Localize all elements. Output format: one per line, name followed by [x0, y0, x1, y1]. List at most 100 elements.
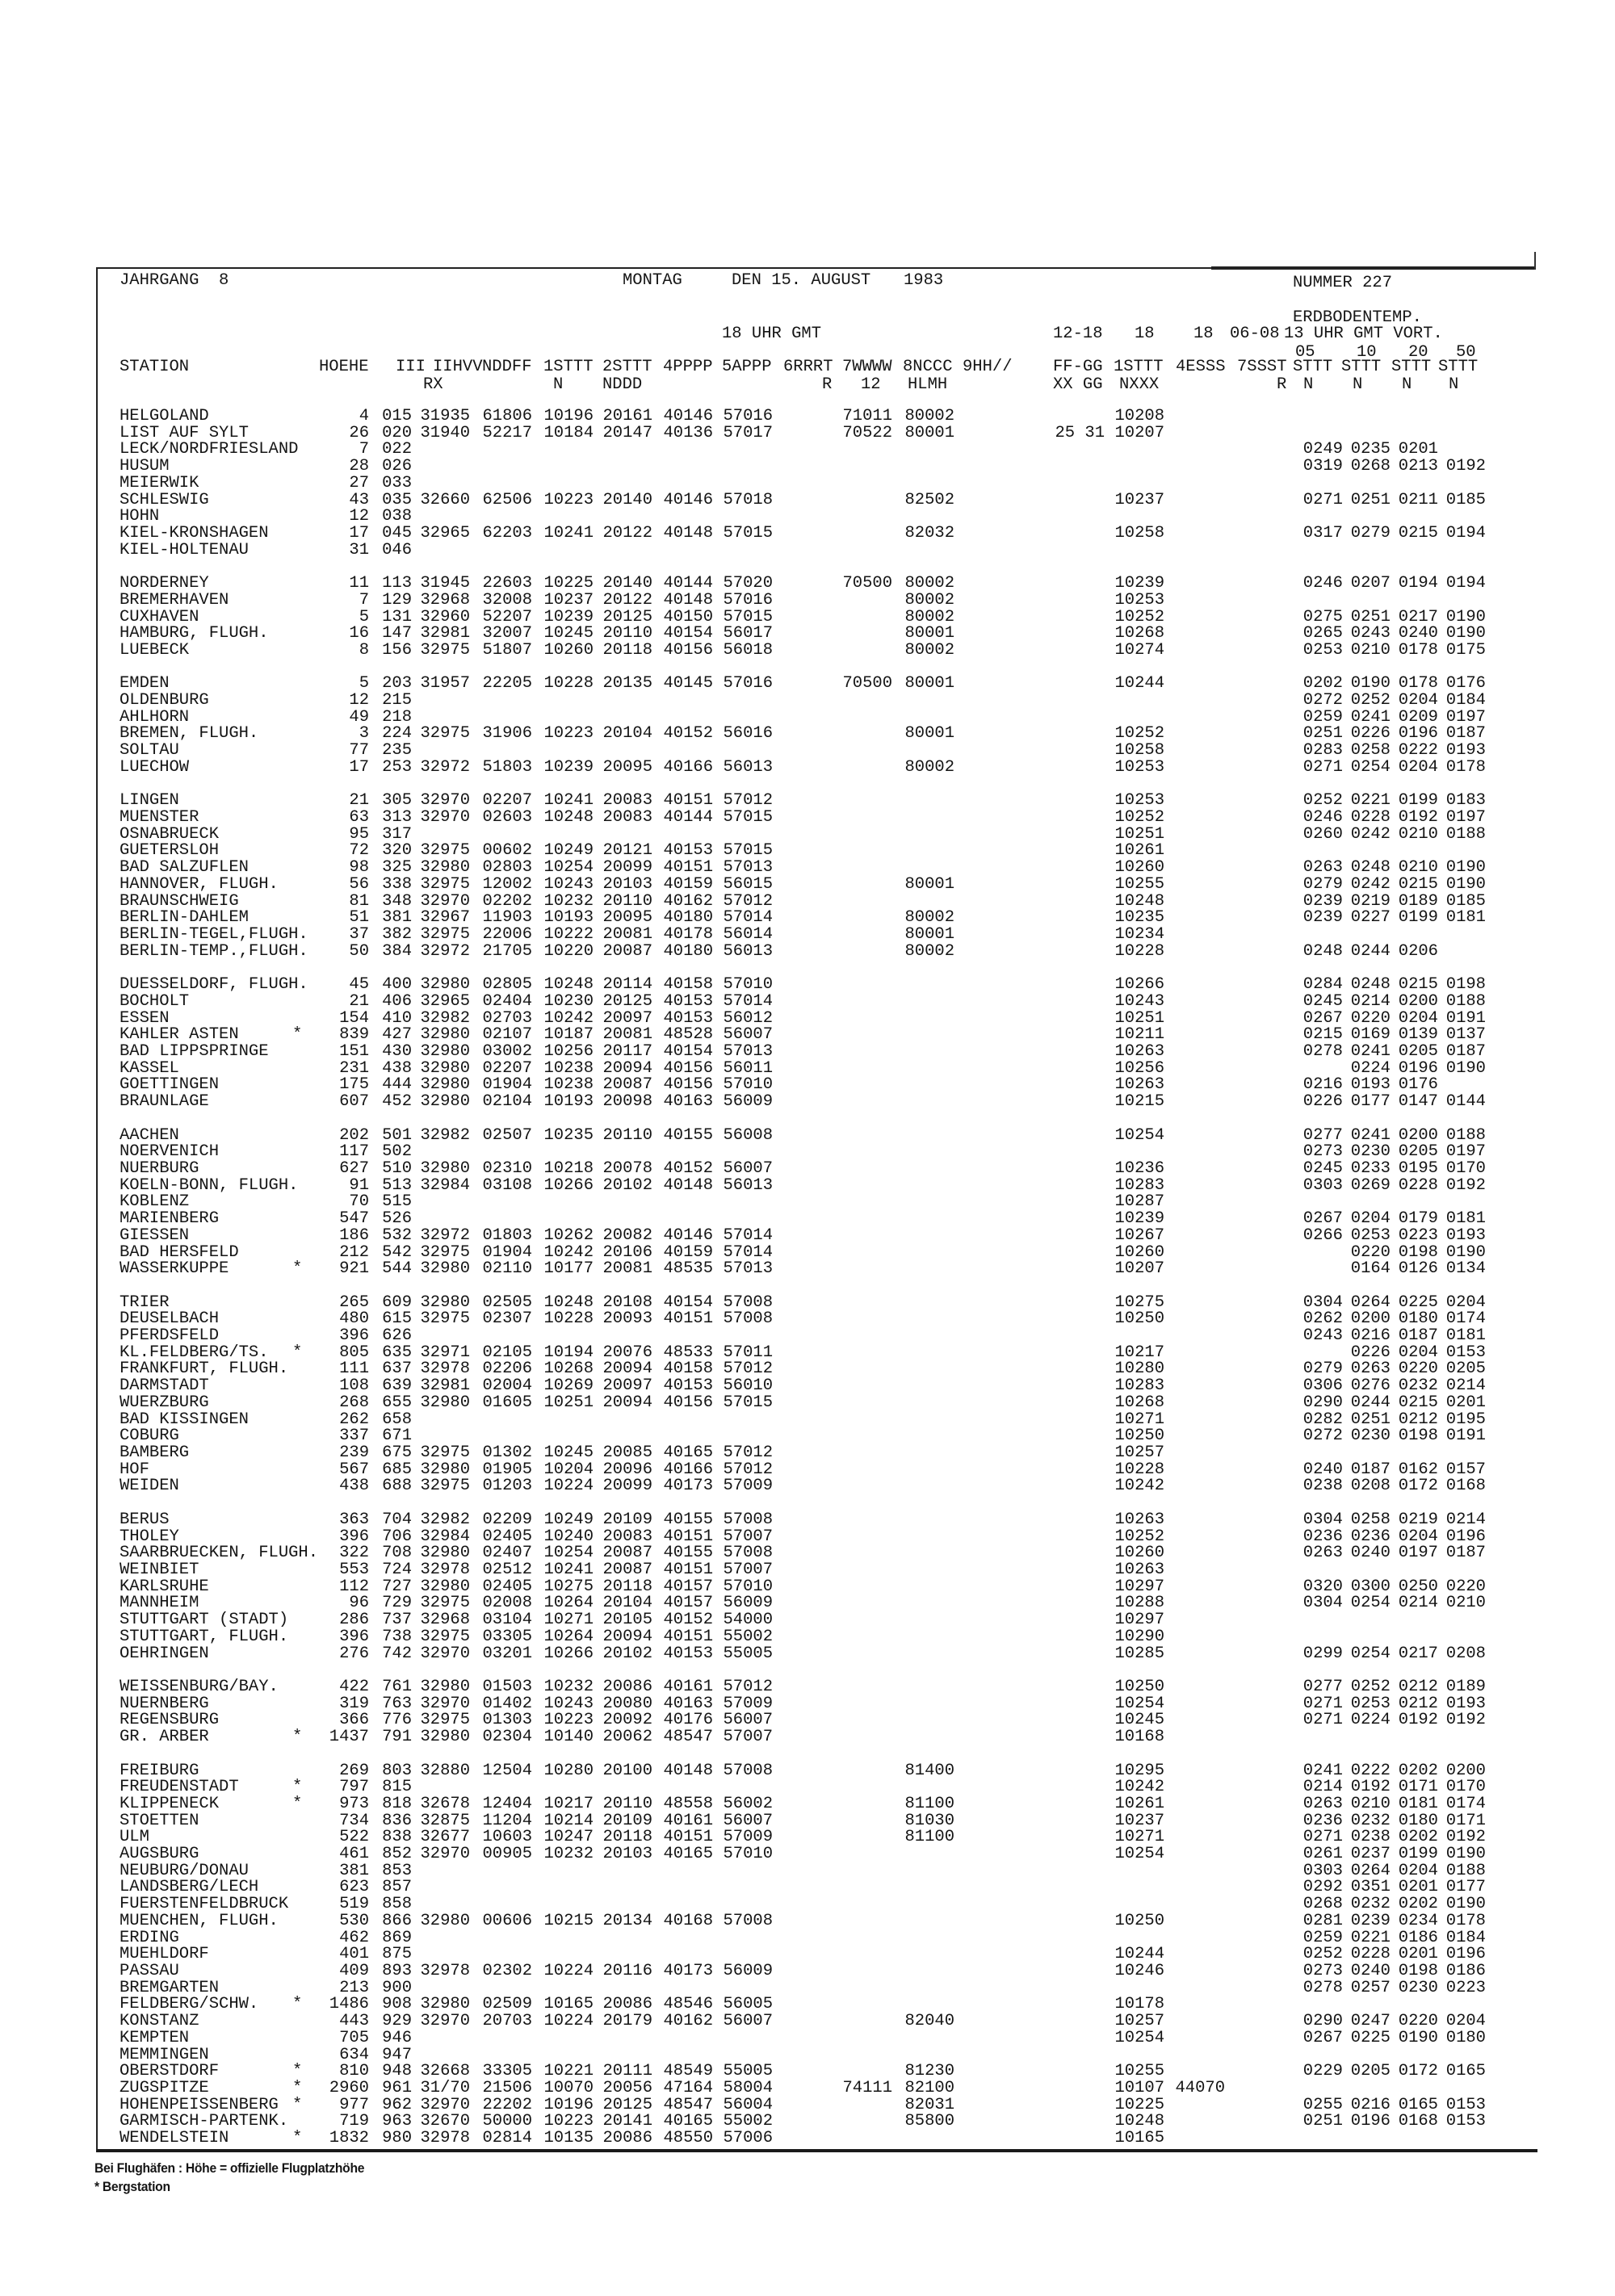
cell-station: MUENCHEN, FLUGH. [120, 1911, 279, 1930]
cell-iii: 338 [382, 874, 412, 894]
cell-iii: 020 [382, 423, 412, 442]
cell-soil-50: 0197 [1445, 707, 1486, 727]
cell-iii: 502 [382, 1142, 412, 1162]
cell-iihvv: 31957 [420, 674, 470, 693]
cell-5appp: 56009 [723, 1092, 773, 1112]
table-row: COBURG 337 671 10250 0272 0230 0198 0191 [0, 1427, 1615, 1444]
cell-8nccc: 80002 [904, 640, 954, 660]
cell-5appp: 57013 [723, 1041, 773, 1061]
cell-iii: 038 [382, 507, 412, 526]
table-row: REGENSBURG 366 776 32975 01303 10223 20092 4017… [0, 1712, 1615, 1728]
cell-soil-05: 0273 [1302, 1142, 1343, 1162]
cell-nddff: 01203 [482, 1477, 532, 1496]
cell-4pppp: 40163 [663, 1092, 713, 1112]
cell-soil-05: 0243 [1302, 1326, 1343, 1346]
cell-soil-20: 0162 [1398, 1460, 1438, 1479]
cell-iihvv: 32978 [420, 1560, 470, 1579]
cell-5appp: 57010 [723, 1075, 773, 1095]
cell-4pppp: 40152 [663, 1611, 713, 1630]
cell-iihvv: 31940 [420, 423, 470, 442]
cell-5appp: 56008 [723, 1125, 773, 1145]
cell-soil-50: 0153 [1445, 2095, 1486, 2114]
cell-soil-10: 0237 [1350, 1845, 1391, 1864]
cell-4pppp: 48547 [663, 2095, 713, 2114]
cell-iii: 438 [382, 1058, 412, 1078]
cell-4pppp: 40168 [663, 1911, 713, 1930]
cell-soil-20: 0199 [1398, 1845, 1438, 1864]
cell-iihvv: 32972 [420, 1226, 470, 1245]
cell-soil-20: 0197 [1398, 1544, 1438, 1563]
cell-1sttt: 10220 [543, 941, 594, 961]
cell-soil-10: 0177 [1350, 1092, 1391, 1112]
cell-station: PASSAU [120, 1962, 179, 1981]
cell-2sttt: 20109 [602, 1811, 652, 1830]
cell-iii: 853 [382, 1861, 412, 1880]
cell-1sttt-18: 10267 [1114, 1226, 1164, 1245]
cell-hoehe: 530 [339, 1911, 369, 1930]
cell-7wwww: 74111 [842, 2079, 892, 2097]
cell-soil-50: 0170 [1445, 1158, 1486, 1178]
soil-depth-50: 50 [1456, 343, 1476, 362]
cell-soil-05: 0236 [1302, 1527, 1343, 1546]
cell-mountain-marker: * [292, 1259, 303, 1279]
cell-station: AUGSBURG [120, 1845, 199, 1864]
cell-soil-05: 0245 [1302, 1158, 1343, 1178]
cell-1sttt: 10223 [543, 490, 594, 509]
cell-soil-05: 0265 [1302, 624, 1343, 643]
cell-soil-20: 0204 [1398, 757, 1438, 777]
cell-nddff: 02405 [482, 1527, 532, 1546]
cell-station: HOF [120, 1460, 149, 1479]
table-row: WEISSENBURG/BAY. 422 761 32980 01503 10232 200… [0, 1678, 1615, 1695]
cell-soil-50: 0198 [1445, 975, 1486, 995]
cell-iii: 838 [382, 1828, 412, 1847]
cell-station: SOLTAU [120, 741, 179, 760]
column-header-7wwww: 7WWWW [842, 358, 892, 376]
cell-nddff: 01402 [482, 1694, 532, 1713]
cell-1sttt: 10242 [543, 1242, 594, 1262]
cell-nddff: 33305 [482, 2062, 532, 2081]
cell-soil-50: 0189 [1445, 1677, 1486, 1696]
table-row: MUENCHEN, FLUGH. 530 866 32980 00606 10215 201… [0, 1913, 1615, 1929]
cell-hoehe: 396 [339, 1627, 369, 1646]
cell-4pppp: 40153 [663, 1376, 713, 1396]
cell-8nccc: 80002 [904, 574, 954, 593]
table-row: HANNOVER, FLUGH. 56 338 32975 12002 10243 2010… [0, 876, 1615, 893]
cell-hoehe: 26 [349, 423, 369, 442]
cell-soil-20: 0147 [1398, 1092, 1438, 1112]
cell-1sttt: 10165 [543, 1995, 594, 2014]
soil-depth-05: 05 [1295, 343, 1315, 362]
cell-4pppp: 40151 [663, 791, 713, 811]
cell-soil-50: 0134 [1445, 1259, 1486, 1279]
cell-4pppp: 40148 [663, 1761, 713, 1780]
cell-soil-05: 0303 [1302, 1175, 1343, 1195]
cell-2sttt: 20105 [602, 1611, 652, 1630]
cell-soil-10: 0241 [1350, 707, 1391, 727]
cell-station: NEUBURG/DONAU [120, 1861, 249, 1880]
cell-soil-50: 0201 [1445, 1393, 1486, 1412]
cell-iihvv: 32968 [420, 1611, 470, 1630]
cell-5appp: 56017 [723, 624, 773, 643]
cell-station: STUTTGART, FLUGH. [120, 1627, 289, 1646]
cell-1sttt-18: 10251 [1114, 824, 1164, 844]
cell-hoehe: 186 [339, 1226, 369, 1245]
column-header-9hh-: 9HH// [963, 358, 1013, 376]
cell-8nccc: 80002 [904, 908, 954, 928]
table-row: SCHLESWIG 43 035 32660 62506 10223 20140 40146 5… [0, 492, 1615, 509]
cell-soil-20: 0222 [1398, 741, 1438, 760]
cell-soil-50: 0178 [1445, 757, 1486, 777]
cell-soil-05: 0272 [1302, 1427, 1343, 1446]
cell-1sttt-18: 10266 [1114, 975, 1164, 995]
cell-hoehe: 96 [349, 1594, 369, 1613]
cell-2sttt: 20086 [602, 1677, 652, 1696]
cell-hoehe: 547 [339, 1209, 369, 1229]
cell-hoehe: 37 [349, 925, 369, 944]
cell-nddff: 11204 [482, 1811, 532, 1830]
table-row: MARIENBERG 547 526 10239 0267 0204 0179 0181 [0, 1210, 1615, 1227]
cell-soil-10: 0222 [1350, 1761, 1391, 1780]
cell-iii: 156 [382, 640, 412, 660]
cell-iihvv: 32970 [420, 1644, 470, 1663]
cell-hoehe: 28 [349, 457, 369, 476]
cell-soil-10: 0252 [1350, 1677, 1391, 1696]
cell-iii: 869 [382, 1928, 412, 1947]
cell-4pppp: 40156 [663, 1058, 713, 1078]
